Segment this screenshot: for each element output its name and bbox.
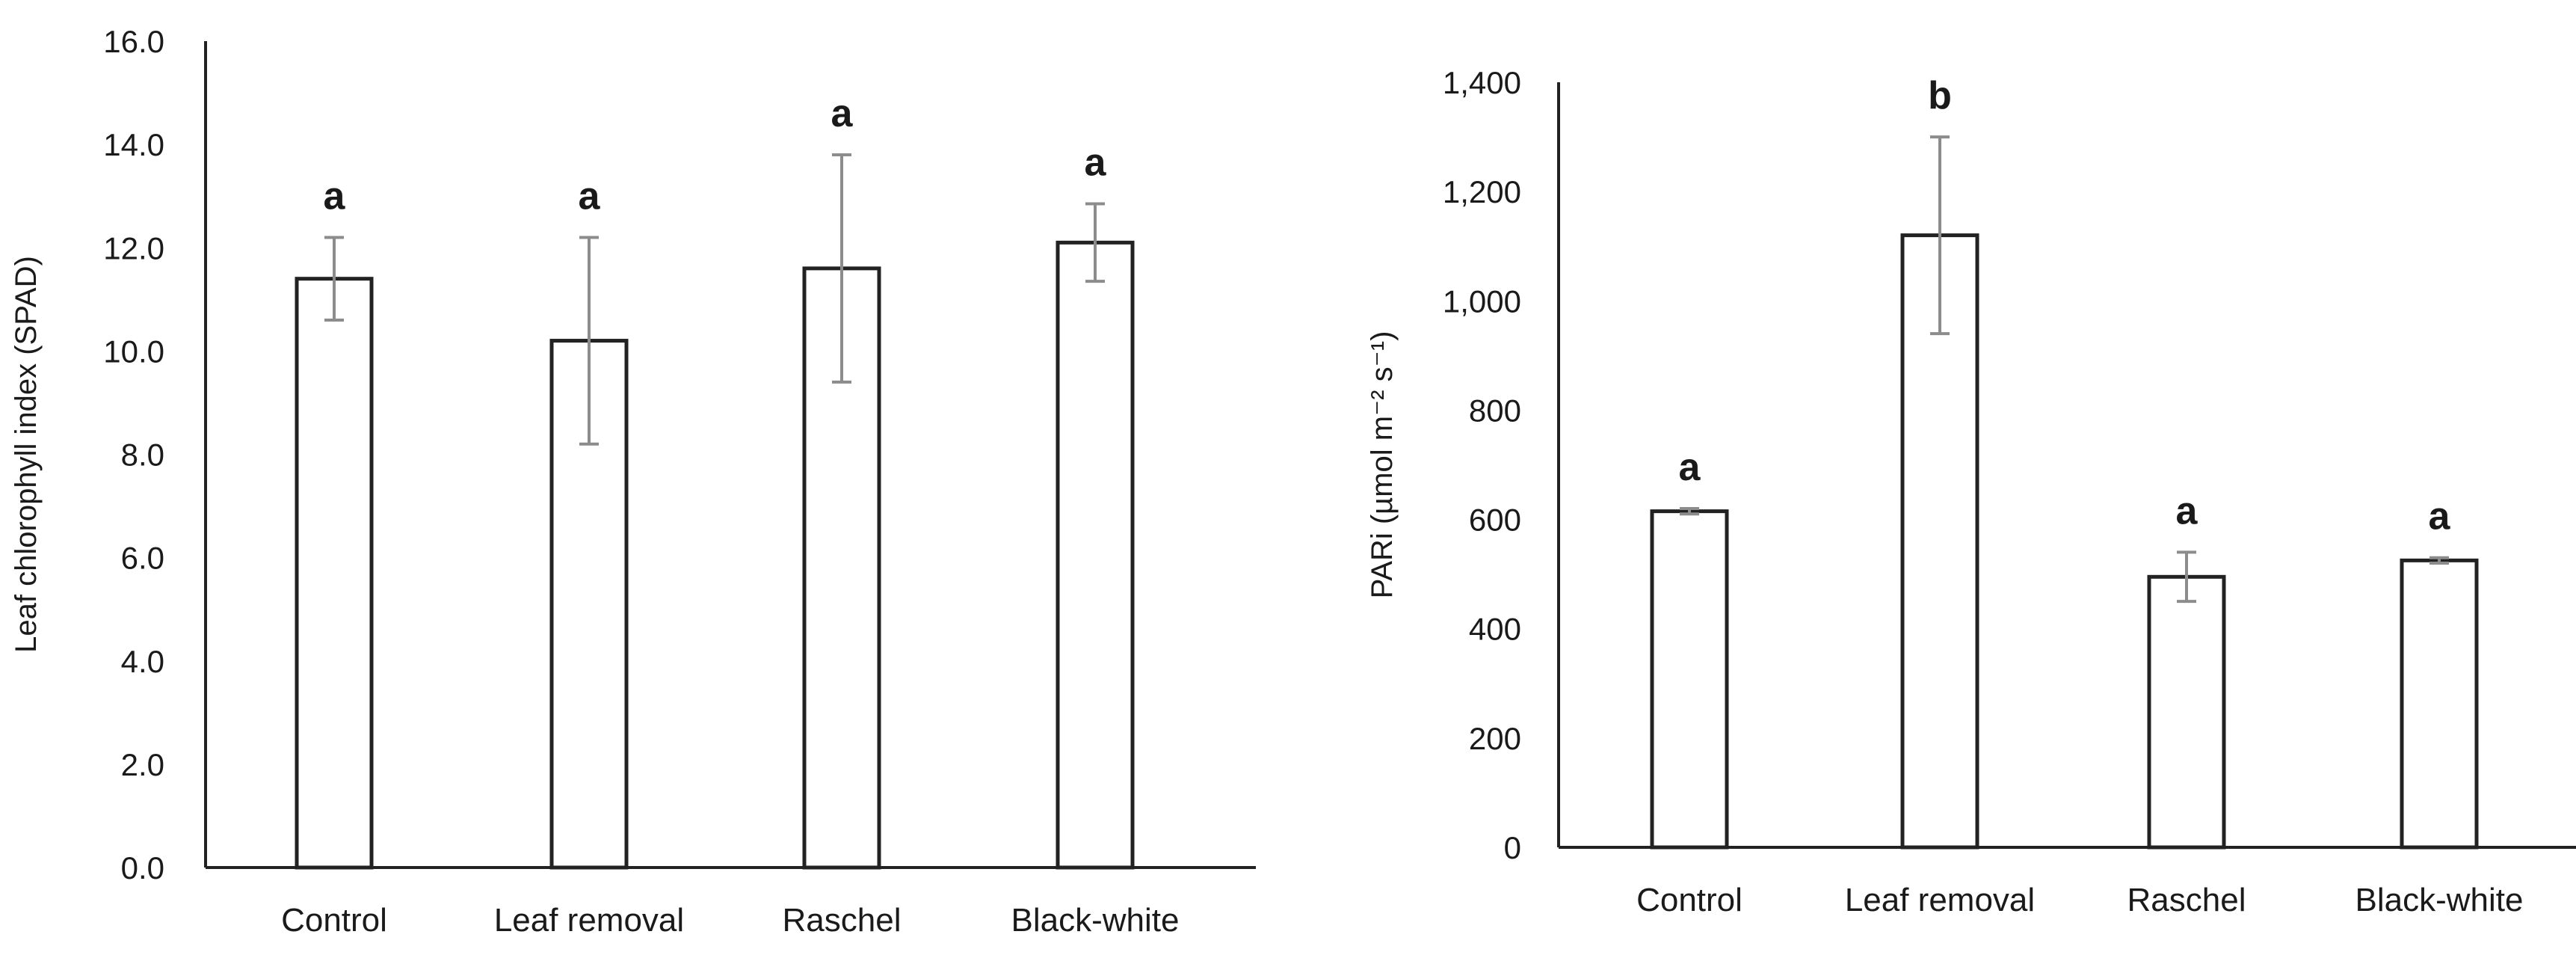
significance-label: b bbox=[1928, 74, 1952, 117]
category-label: Raschel bbox=[783, 902, 902, 939]
y-tick-label: 2.0 bbox=[121, 747, 164, 782]
y-tick-label: 800 bbox=[1469, 393, 1521, 428]
bar bbox=[2147, 574, 2226, 850]
y-tick-label: 6.0 bbox=[121, 541, 164, 576]
significance-label: a bbox=[324, 174, 346, 218]
error-bar bbox=[2429, 556, 2449, 565]
significance-label: a bbox=[831, 92, 854, 135]
category-label: Black-white bbox=[1011, 902, 1180, 939]
error-bar bbox=[1930, 135, 1950, 336]
y-tick-label: 200 bbox=[1469, 721, 1521, 756]
chart-leaf-chlorophyll: 0.0 2.0 4.0 6.0 8.0 10.0 12.0 14.0 16.0 Leaf chlo… bbox=[10, 24, 1256, 939]
bar bbox=[1900, 233, 1979, 850]
y-tick-label: 1,200 bbox=[1443, 174, 1521, 209]
error-bar bbox=[2177, 550, 2196, 604]
y-tick-label: 0 bbox=[1504, 830, 1521, 865]
error-bar bbox=[832, 153, 851, 384]
bar bbox=[2400, 558, 2479, 850]
y-tick-label: 16.0 bbox=[103, 24, 164, 59]
bar bbox=[295, 277, 374, 870]
y-tick-label: 1,000 bbox=[1443, 283, 1521, 319]
significance-label: a bbox=[2429, 495, 2451, 538]
y-tick-label: 400 bbox=[1469, 612, 1521, 647]
y-tick-label: 600 bbox=[1469, 503, 1521, 538]
error-bar bbox=[324, 236, 344, 322]
y-tick-label: 12.0 bbox=[103, 230, 164, 265]
category-label: Leaf removal bbox=[1845, 882, 2035, 918]
error-bar bbox=[1085, 202, 1105, 283]
bar bbox=[1056, 240, 1135, 870]
significance-label: a bbox=[1679, 446, 1701, 489]
y-tick-label: 8.0 bbox=[121, 438, 164, 473]
y-tick-label: 14.0 bbox=[103, 127, 164, 162]
y-tick-label: 10.0 bbox=[103, 334, 164, 369]
error-bar bbox=[1680, 506, 1699, 516]
category-label: Control bbox=[281, 902, 387, 939]
significance-label: a bbox=[1085, 141, 1107, 185]
category-label: Black-white bbox=[2355, 882, 2524, 918]
category-label: Raschel bbox=[2127, 882, 2246, 918]
significance-label: a bbox=[2176, 489, 2198, 532]
category-label: Leaf removal bbox=[494, 902, 684, 939]
y-tick-label: 0.0 bbox=[121, 850, 164, 885]
significance-label: a bbox=[579, 174, 601, 218]
y-tick-label: 1,400 bbox=[1443, 65, 1521, 100]
error-bar bbox=[579, 236, 599, 446]
y-axis-title: PARi (µmol m⁻² s⁻¹) bbox=[1366, 331, 1399, 599]
bar bbox=[1650, 509, 1729, 850]
category-label: Control bbox=[1636, 882, 1743, 918]
y-axis-title: Leaf chlorophyll index (SPAD) bbox=[10, 256, 43, 653]
y-tick-label: 4.0 bbox=[121, 644, 164, 679]
chart-pari: 0 200 400 600 800 1,000 1,200 1,400 PARi (µmol m… bbox=[1366, 65, 2576, 918]
